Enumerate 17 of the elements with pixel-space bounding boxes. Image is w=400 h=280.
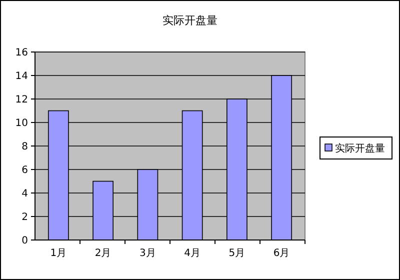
x-tick-label: 5月: [228, 248, 246, 259]
x-tick-label: 2月: [94, 248, 112, 259]
x-tick-label: 1月: [50, 248, 67, 259]
y-tick-label: 14: [15, 71, 28, 82]
y-tick-label: 16: [15, 48, 28, 58]
y-tick-label: 4: [22, 188, 28, 200]
x-tick-label: 6月: [273, 248, 290, 259]
x-tick-label: 4月: [184, 248, 200, 259]
y-tick-label: 10: [15, 118, 28, 129]
y-tick-label: 12: [15, 94, 28, 106]
y-tick-label: 0: [22, 236, 28, 246]
y-tick-label: 6: [22, 165, 28, 176]
y-tick-label: 8: [22, 142, 28, 152]
x-tick-label: 3月: [140, 248, 156, 259]
chart-title: 实际开盘量: [162, 14, 218, 27]
y-tick-label: 2: [22, 212, 28, 223]
legend-label: 实际开盘量: [335, 142, 385, 154]
